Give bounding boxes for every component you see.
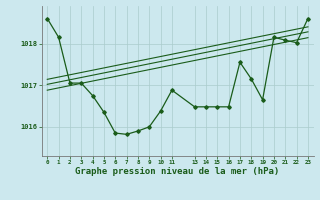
X-axis label: Graphe pression niveau de la mer (hPa): Graphe pression niveau de la mer (hPa) [76, 167, 280, 176]
